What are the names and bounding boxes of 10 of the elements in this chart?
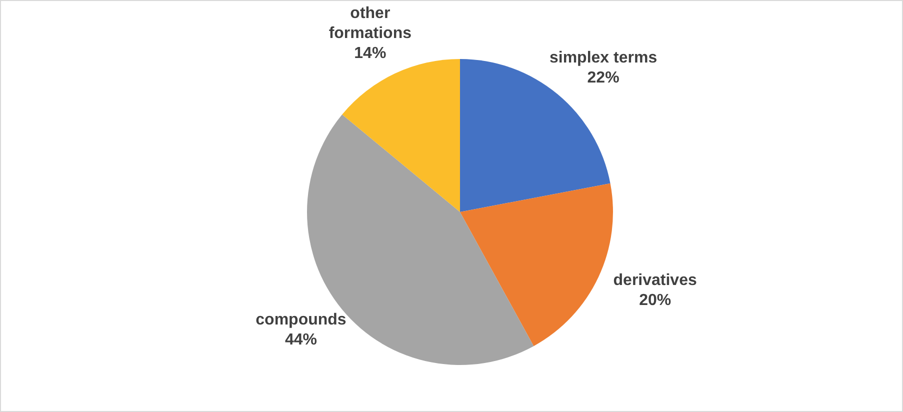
data-label: 44% <box>284 332 317 349</box>
data-label: 14% <box>354 45 386 62</box>
slice-label: derivatives <box>613 272 697 290</box>
pie-slice <box>460 183 613 346</box>
data-label: 22% <box>587 70 620 87</box>
slice-label: simplex terms <box>549 50 658 67</box>
slice-label: other formations <box>328 5 412 42</box>
pie-slice <box>342 59 460 212</box>
data-label: 20% <box>639 292 672 310</box>
slice-label: compounds <box>256 312 346 329</box>
